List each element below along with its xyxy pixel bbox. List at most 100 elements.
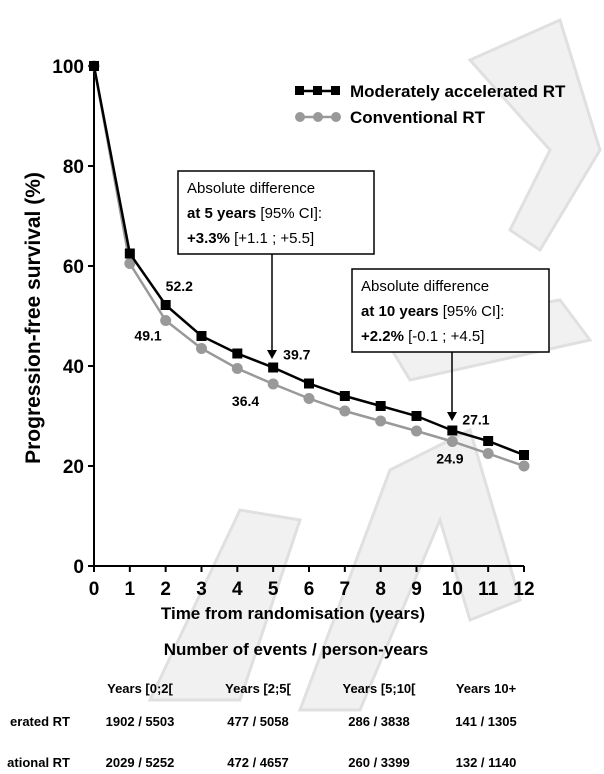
annotation-10-years: Absolute difference at 10 years [95% CI]… [351, 268, 550, 421]
x-tick-label: 6 [304, 579, 315, 600]
annotation-box [177, 170, 375, 255]
annotation-line3-rest: [+1.1 ; +5.5] [230, 230, 314, 247]
legend-marker [313, 112, 323, 122]
y-tick-label: 80 [63, 157, 84, 178]
data-point [196, 331, 207, 341]
data-point [483, 436, 494, 446]
risk-table: Number of events / person-years Years [0… [7, 640, 517, 770]
annotation-line3-bold: +3.3% [187, 230, 230, 247]
x-tick-label: 11 [478, 579, 499, 600]
data-label: 52.2 [166, 278, 193, 294]
x-tick-label: 5 [268, 579, 279, 600]
data-point [339, 405, 351, 417]
data-point [231, 363, 243, 374]
legend-item-conventional: Conventional RT [295, 108, 486, 127]
table-cell: 472 / 4657 [227, 755, 288, 770]
data-point [446, 436, 458, 447]
x-tick-label: 12 [513, 579, 534, 600]
annotation-line3-rest: [-0.1 ; +4.5] [404, 328, 484, 345]
table-column-header: Years [2;5[ [225, 681, 291, 696]
x-tick-label: 7 [340, 579, 351, 600]
table-column-header: Years 10+ [456, 681, 517, 696]
legend-marker [295, 86, 304, 95]
y-tick-label: 100 [52, 57, 84, 78]
data-point [267, 378, 279, 390]
y-ticks: 0 20 40 60 80 100 [52, 57, 94, 578]
x-ticks: 0 1 2 3 4 5 6 7 8 9 10 11 12 [89, 566, 535, 600]
data-point [482, 448, 494, 459]
data-point [124, 258, 136, 269]
table-column-header: Years [5;10[ [343, 681, 417, 696]
y-tick-label: 0 [73, 557, 84, 578]
annotation-line3-bold: +2.2% [361, 328, 404, 345]
legend-marker [313, 86, 322, 95]
data-labels: 52.2 49.1 39.7 36.4 27.1 24.9 [134, 278, 489, 467]
legend-label: Moderately accelerated RT [350, 82, 566, 101]
x-tick-label: 2 [160, 579, 171, 600]
data-point [160, 300, 171, 310]
data-point [124, 248, 135, 259]
x-tick-label: 9 [411, 579, 422, 600]
annotation-line2: at 10 years [95% CI]: [361, 303, 504, 320]
data-point [411, 411, 422, 421]
risk-table-body: Years [0;2[ Years [2;5[ Years [5;10[ Years … [7, 681, 517, 770]
risk-table-title: Number of events / person-years [164, 640, 429, 659]
annotation-line2: at 5 years [95% CI]: [187, 205, 322, 222]
data-point [232, 348, 243, 359]
x-tick-label: 8 [375, 579, 386, 600]
legend: Moderately accelerated RT Conventional R… [295, 82, 566, 127]
annotation-line1: Absolute difference [361, 278, 489, 295]
legend-item-moderately-accelerated: Moderately accelerated RT [295, 82, 566, 101]
annotation-5-years: Absolute difference at 5 years [95% CI]:… [177, 170, 375, 359]
x-tick-label: 3 [196, 579, 207, 600]
table-cell: 260 / 3399 [348, 755, 409, 770]
data-point [304, 378, 314, 389]
annotation-line2-bold: at 5 years [187, 205, 256, 222]
data-label: 39.7 [283, 347, 310, 363]
x-axis-title: Time from randomisation (years) [161, 604, 425, 623]
annotation-arrowhead [447, 412, 457, 421]
table-cell: 286 / 3838 [348, 714, 409, 729]
table-cell: 132 / 1140 [456, 755, 517, 770]
y-tick-label: 60 [63, 257, 84, 278]
data-point [447, 425, 458, 436]
annotation-line1: Absolute difference [187, 180, 315, 197]
x-tick-label: 4 [232, 579, 243, 600]
x-tick-label: 1 [125, 579, 136, 600]
x-tick-label: 0 [89, 579, 100, 600]
data-point [519, 450, 529, 460]
x-tick-label: 10 [442, 579, 463, 600]
legend-marker [331, 86, 340, 95]
data-point [339, 391, 350, 401]
data-point [160, 315, 172, 326]
data-label: 27.1 [462, 412, 489, 428]
table-cell: 2029 / 5252 [106, 755, 175, 770]
annotation-box [351, 268, 550, 353]
data-point [196, 343, 207, 354]
data-label: 24.9 [436, 451, 463, 467]
legend-marker [295, 112, 305, 122]
data-point [89, 61, 99, 71]
data-point [375, 401, 386, 411]
y-axis-title: Progression-free survival (%) [22, 172, 45, 464]
data-point [268, 362, 279, 373]
data-point [303, 393, 315, 404]
annotation-arrowhead [267, 350, 277, 359]
data-label: 49.1 [134, 328, 161, 344]
legend-label: Conventional RT [350, 108, 486, 127]
annotation-line3: +2.2% [-0.1 ; +4.5] [361, 328, 484, 345]
table-cell: 141 / 1305 [455, 714, 516, 729]
table-column-header: Years [0;2[ [107, 681, 173, 696]
table-row-label: ational RT [7, 755, 70, 770]
annotation-line3: +3.3% [+1.1 ; +5.5] [187, 230, 314, 247]
y-tick-label: 40 [63, 357, 84, 378]
annotation-line2-rest: [95% CI]: [439, 303, 505, 320]
data-label: 36.4 [232, 393, 259, 409]
table-cell: 477 / 5058 [227, 714, 288, 729]
table-cell: 1902 / 5503 [106, 714, 175, 729]
annotation-line2-bold: at 10 years [361, 303, 439, 320]
data-point [375, 415, 387, 427]
data-point [518, 460, 530, 472]
legend-marker [331, 112, 341, 122]
